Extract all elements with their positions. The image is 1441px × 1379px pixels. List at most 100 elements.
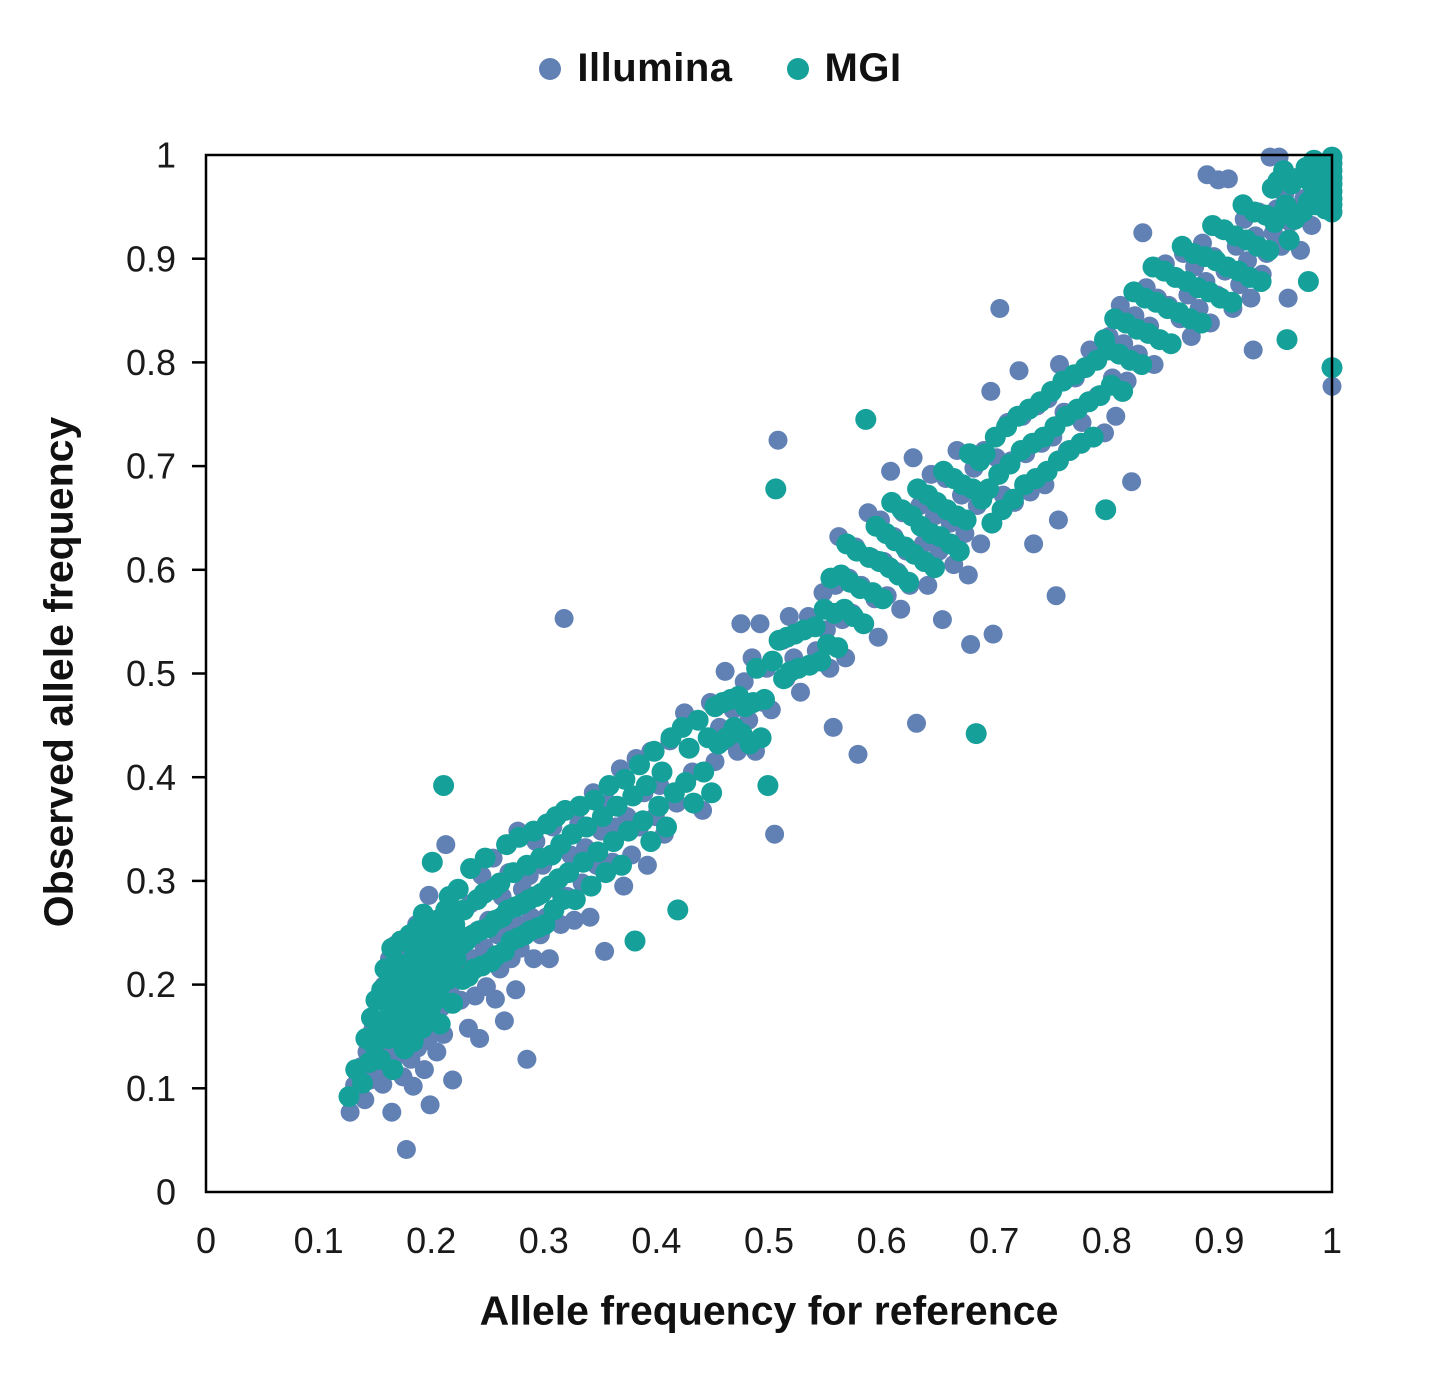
x-tick-label-0.1: 0.1: [294, 1220, 344, 1261]
data-point: [1258, 239, 1280, 261]
data-point: [624, 930, 646, 952]
data-point: [810, 650, 832, 672]
data-point: [958, 565, 978, 585]
y-axis-labels: 0 0.1 0.2 0.3 0.4 0.5 0.6 0.7 0.8 0.9 1: [126, 135, 176, 1213]
data-point: [924, 557, 945, 579]
x-tick-label-0.2: 0.2: [406, 1220, 456, 1261]
data-point: [1048, 510, 1068, 530]
data-point: [595, 941, 615, 961]
data-point: [1002, 488, 1024, 510]
data-point: [584, 789, 605, 811]
data-point: [1009, 361, 1029, 381]
data-point: [757, 775, 779, 796]
data-point: [506, 980, 526, 1000]
legend: Illumina MGI: [0, 46, 1441, 91]
x-tick-label-0: 0: [196, 1220, 216, 1261]
data-point: [961, 635, 981, 654]
data-point: [868, 627, 888, 647]
legend-label-mgi: MGI: [824, 46, 902, 90]
data-point: [603, 831, 625, 852]
data-point: [414, 1060, 434, 1080]
y-tick-label-0.8: 0.8: [126, 342, 176, 383]
data-point: [765, 824, 785, 844]
data-point: [598, 775, 620, 796]
data-point: [1106, 406, 1126, 426]
data-point: [1133, 223, 1153, 243]
data-point: [629, 754, 650, 776]
data-point: [637, 855, 657, 875]
data-point: [524, 949, 544, 969]
x-tick-label-1: 1: [1322, 1220, 1342, 1261]
data-point: [617, 820, 639, 842]
data-point: [1241, 288, 1261, 308]
data-point: [421, 851, 443, 873]
y-axis-ticks: [192, 257, 206, 1090]
data-point: [576, 816, 598, 838]
data-point: [606, 795, 628, 817]
y-tick-label-0.5: 0.5: [126, 653, 176, 694]
y-tick-label-0.1: 0.1: [126, 1068, 176, 1109]
data-point: [974, 443, 996, 465]
x-axis-labels: 0 0.1 0.2 0.3 0.4 0.5 0.6 0.7 0.8 0.9 1: [196, 1220, 1342, 1261]
data-point: [907, 713, 926, 733]
y-tick-label-0.4: 0.4: [126, 757, 176, 798]
data-point: [1243, 340, 1263, 360]
data-point: [648, 795, 670, 817]
x-tick-label-0.7: 0.7: [969, 1220, 1019, 1261]
data-point: [1046, 586, 1066, 606]
data-point: [1218, 169, 1238, 189]
y-tick-label-0.2: 0.2: [126, 964, 176, 1005]
data-point: [1050, 355, 1069, 374]
data-point: [687, 709, 709, 731]
data-point: [675, 771, 697, 793]
data-point: [611, 854, 632, 876]
data-point: [903, 448, 923, 468]
data-point: [715, 661, 735, 681]
data-point: [656, 816, 677, 838]
data-point: [640, 831, 662, 852]
data-point: [701, 782, 723, 804]
data-point: [632, 810, 654, 832]
data-point: [580, 875, 602, 897]
data-point: [591, 806, 613, 828]
data-point: [1278, 229, 1300, 251]
data-point: [396, 1140, 416, 1159]
data-point: [731, 614, 751, 634]
data-point: [587, 841, 609, 863]
legend-item-illumina[interactable]: Illumina: [539, 46, 732, 91]
y-tick-label-0.6: 0.6: [126, 549, 176, 590]
x-tick-label-0.9: 0.9: [1194, 1220, 1244, 1261]
data-point: [1278, 288, 1298, 308]
data-point: [750, 727, 772, 749]
data-point: [1024, 534, 1044, 554]
data-point: [352, 1072, 373, 1094]
data-point: [981, 381, 1001, 401]
data-point: [558, 862, 580, 884]
y-tick-label-1: 1: [156, 135, 176, 176]
data-point: [1276, 329, 1298, 351]
data-point: [572, 851, 594, 873]
data-point: [355, 1090, 375, 1110]
legend-item-mgi[interactable]: MGI: [786, 46, 902, 91]
data-point: [678, 737, 700, 759]
data-point: [765, 478, 787, 500]
data-point: [761, 650, 783, 672]
x-tick-label-0.3: 0.3: [519, 1220, 569, 1261]
x-tick-label-0.5: 0.5: [744, 1220, 794, 1261]
data-point: [1082, 426, 1104, 448]
data-point: [768, 430, 788, 450]
data-point: [1297, 271, 1319, 292]
data-point: [1190, 312, 1212, 334]
data-point: [580, 907, 600, 927]
data-point: [419, 885, 439, 905]
data-point: [932, 610, 952, 630]
y-tick-label-0.7: 0.7: [126, 446, 176, 487]
data-point: [891, 599, 911, 619]
data-point: [918, 575, 938, 595]
mgi-points-layer: [338, 146, 1343, 1108]
x-tick-label-0.4: 0.4: [631, 1220, 681, 1261]
data-point: [614, 768, 636, 790]
mgi-dot-icon: [786, 57, 809, 80]
